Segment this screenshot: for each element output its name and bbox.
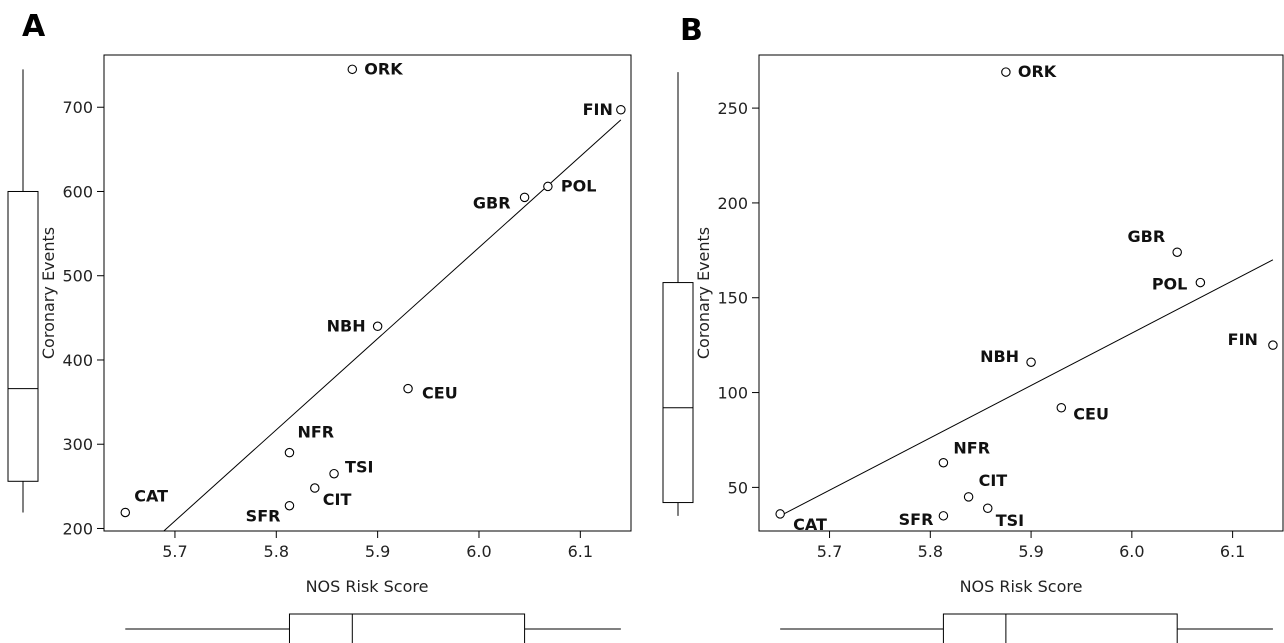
point-label-pol: POL (561, 176, 597, 195)
data-point-sfr (284, 500, 295, 511)
y-tick-label: 200 (62, 519, 93, 538)
point-label-sfr: SFR (899, 510, 934, 529)
x-tick-label: 5.9 (1018, 542, 1043, 561)
panel-b-plot-frame (758, 54, 1284, 532)
panel-a-y-axis: 200 300 400 500 600 700 (62, 98, 104, 538)
data-point-tsi (982, 503, 993, 513)
data-point-nfr (938, 457, 949, 468)
data-point-cit (963, 492, 974, 502)
panel-b-y-axis: 50 100 150 200 250 (717, 99, 759, 497)
data-point-pol (1195, 277, 1206, 288)
point-label-fin: FIN (1228, 330, 1258, 349)
data-point-cat (120, 507, 131, 518)
y-tick-label: 700 (62, 98, 93, 117)
data-point-cat (775, 509, 785, 519)
panel-b-point-labels: ORK GBR POL FIN NBH CEU NFR CIT TSI SFR CAT (793, 62, 1258, 534)
data-point-ceu (1056, 402, 1067, 413)
x-tick-label: 6.1 (568, 542, 593, 561)
panel-b-fit-line (779, 259, 1274, 517)
data-point-pol (543, 181, 553, 192)
y-tick-label: 300 (62, 435, 93, 454)
panel-a-y-axis-title: Coronary Events (39, 227, 58, 359)
y-tick-label: 500 (62, 267, 93, 286)
point-label-tsi: TSI (996, 511, 1024, 530)
panel-b-x-axis-title: NOS Risk Score (960, 577, 1083, 596)
panel-a-x-axis-title: NOS Risk Score (306, 577, 429, 596)
panel-a-y-boxplot (7, 69, 39, 513)
data-point-ork (347, 64, 358, 75)
point-label-ork: ORK (364, 59, 403, 78)
y-tick-label: 200 (717, 194, 748, 213)
point-label-ceu: CEU (1073, 405, 1109, 424)
point-label-nfr: NFR (297, 423, 334, 442)
data-point-tsi (329, 468, 339, 479)
data-point-sfr (938, 511, 949, 521)
point-label-cit: CIT (979, 471, 1008, 490)
x-tick-label: 6.0 (466, 542, 491, 561)
point-label-tsi: TSI (345, 458, 373, 477)
panel-b-y-boxplot (662, 72, 694, 516)
point-label-gbr: GBR (473, 193, 511, 212)
point-label-cat: CAT (793, 515, 827, 534)
point-label-ork: ORK (1018, 62, 1057, 81)
panel-a-letter: A (22, 9, 46, 44)
panel-a-x-boxplot (125, 613, 621, 643)
panel-b-y-axis-title: Coronary Events (694, 227, 713, 359)
panel-a-point-labels: ORK FIN POL GBR NBH CEU NFR TSI CIT SFR CAT (134, 59, 613, 525)
data-point-nfr (284, 447, 295, 458)
panel-a-fit-line (163, 119, 622, 532)
x-tick-label: 5.8 (918, 542, 943, 561)
data-point-ork (1001, 67, 1011, 77)
point-label-cit: CIT (323, 490, 352, 509)
x-tick-label: 5.9 (365, 542, 390, 561)
point-label-nbh: NBH (327, 316, 366, 335)
x-boxplot-box (942, 613, 1178, 643)
data-point-gbr (1172, 247, 1182, 257)
panel-b-points (775, 67, 1278, 521)
panel-b-x-boxplot (780, 613, 1273, 643)
y-tick-label: 250 (717, 99, 748, 118)
point-label-nfr: NFR (953, 439, 990, 458)
data-point-ceu (403, 383, 413, 394)
point-label-pol: POL (1152, 275, 1188, 294)
panel-a-x-axis: 5.7 5.8 5.9 6.0 6.1 (162, 531, 593, 561)
y-tick-label: 100 (717, 384, 748, 403)
x-tick-label: 6.1 (1220, 542, 1245, 561)
x-tick-label: 5.7 (817, 542, 842, 561)
x-tick-label: 5.7 (162, 542, 187, 561)
y-tick-label: 50 (728, 478, 748, 497)
point-label-fin: FIN (583, 100, 613, 119)
point-label-nbh: NBH (980, 347, 1019, 366)
data-point-nbh (372, 321, 383, 332)
panel-b-letter: B (680, 13, 703, 48)
x-tick-label: 6.0 (1119, 542, 1144, 561)
data-point-fin (616, 105, 626, 115)
data-point-fin (1268, 340, 1278, 350)
panel-b-x-axis: 5.7 5.8 5.9 6.0 6.1 (817, 531, 1245, 561)
data-point-cit (310, 483, 320, 493)
point-label-ceu: CEU (422, 384, 458, 403)
point-label-gbr: GBR (1128, 227, 1166, 246)
point-label-cat: CAT (134, 486, 168, 505)
y-boxplot-box (662, 282, 694, 504)
panel-a-points (120, 64, 626, 518)
data-point-gbr (519, 192, 530, 203)
point-label-sfr: SFR (246, 507, 281, 526)
x-boxplot-box (288, 613, 526, 643)
panel-a-plot-frame (103, 54, 632, 532)
data-point-nbh (1026, 357, 1036, 367)
panel-b: B 5.7 5.8 5.9 6.0 6.1 50 100 150 200 250 ORK GBR P… (662, 13, 1284, 643)
x-tick-label: 5.8 (264, 542, 289, 561)
y-boxplot-box (7, 190, 39, 482)
panel-a: A 5.7 5.8 5.9 6.0 6.1 200 300 400 500 600 700 ORK… (7, 9, 632, 643)
y-tick-label: 400 (62, 351, 93, 370)
y-tick-label: 150 (717, 289, 748, 308)
y-tick-label: 600 (62, 182, 93, 201)
